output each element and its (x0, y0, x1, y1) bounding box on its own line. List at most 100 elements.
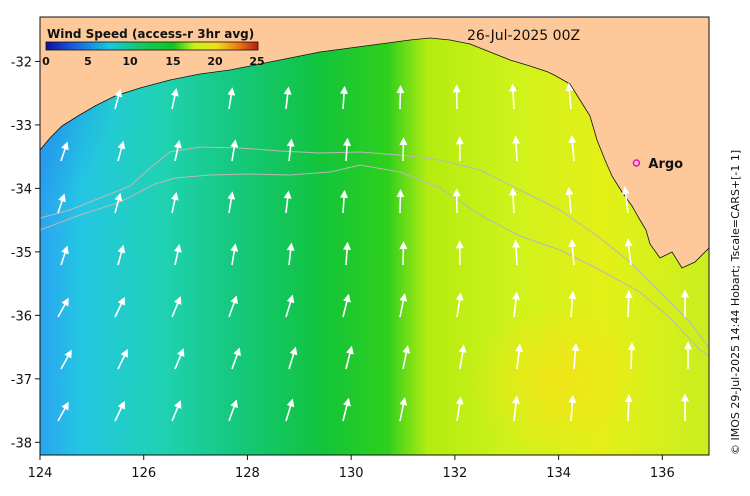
wind-vector-arrow (283, 86, 292, 110)
wind-vector-arrow (114, 400, 125, 422)
wind-vector-arrow (509, 187, 518, 214)
wind-vector-arrow (458, 344, 467, 370)
wind-vector-arrow (114, 296, 125, 318)
wind-vector-arrow (342, 293, 351, 318)
wind-vector-arrow (568, 290, 577, 318)
wind-vector-arrow (565, 186, 574, 214)
wind-vector-arrow (283, 190, 292, 214)
x-tick-label: 126 (131, 466, 156, 481)
wind-vector-arrow (286, 138, 295, 162)
wind-vector-arrow (57, 297, 69, 318)
wind-vector-arrow (624, 290, 633, 318)
y-axis: -32 -33 -34 -35 -36 -37 -38 (11, 55, 40, 451)
argo-marker-symbol (632, 159, 641, 167)
y-tick-label: -32 (11, 55, 32, 70)
wind-vector-arrow (286, 242, 295, 266)
wind-vector-arrow (345, 345, 354, 370)
colorbar-title: Wind Speed (access-r 3hr avg) (47, 27, 254, 41)
wind-vector-arrow (230, 243, 239, 266)
wind-vector-arrow (343, 137, 352, 162)
colorbar: Wind Speed (access-r 3hr avg) 0 5 10 15 … (42, 27, 264, 68)
x-tick-label: 130 (339, 466, 364, 481)
colorbar-tick-15: 15 (165, 55, 180, 68)
wind-vector-arrow (340, 189, 349, 214)
wind-vector-arrow (571, 342, 580, 370)
x-tick-label: 136 (650, 466, 675, 481)
wind-vector-arrow (285, 398, 295, 422)
wind-vector-arrow (396, 85, 405, 110)
wind-vectors (57, 82, 692, 422)
timestamp-label: 26-Jul-2025 00Z (467, 28, 580, 44)
wind-vector-arrow (227, 87, 236, 110)
wind-vector-arrow (342, 397, 351, 422)
wind-vector-arrow (117, 348, 128, 370)
high-speed-patch (470, 300, 650, 455)
wind-vector-arrow (455, 396, 464, 422)
x-tick-label: 134 (546, 466, 571, 481)
wind-vector-arrow (512, 395, 520, 422)
x-axis: 124 126 128 130 132 134 136 (28, 455, 675, 481)
wind-vector-arrow (173, 139, 182, 162)
wind-vector-arrow (170, 191, 179, 214)
wind-vector-arrow (455, 292, 464, 318)
wind-vector-arrow (402, 345, 411, 370)
wind-vector-arrow (621, 186, 630, 214)
colorbar-gradient (45, 41, 259, 51)
wind-vector-arrow (568, 134, 577, 162)
y-tick-label: -33 (11, 119, 32, 134)
wind-vector-arrow (230, 139, 239, 162)
credit-text: © IMOS 29-Jul-2025 14:44 Hobart; Tscale=… (729, 150, 742, 455)
wind-vector-arrow (174, 348, 185, 370)
wind-vector-arrow (60, 349, 72, 370)
y-tick-label: -38 (11, 436, 32, 451)
wind-vector-arrow (624, 394, 633, 422)
wind-vector-arrow (624, 238, 633, 266)
y-tick-label: -36 (11, 309, 32, 324)
wind-vector-arrow (171, 296, 182, 318)
wind-vector-arrow (512, 291, 520, 318)
colorbar-tick-0: 0 (42, 55, 50, 68)
wind-vector-arrow (565, 82, 574, 110)
wind-vector-arrow (114, 88, 123, 110)
wind-vector-arrow (399, 397, 408, 422)
wind-vector-arrow (60, 245, 69, 266)
bathymetry-contours (40, 146, 709, 357)
wind-vector-arrow (512, 239, 521, 266)
wind-vector-arrow (285, 294, 295, 318)
wind-vector-arrow (227, 191, 236, 214)
plot-frame (39, 16, 710, 456)
wind-vector-arrow (171, 400, 182, 422)
wind-vector-arrow (60, 141, 69, 162)
wind-vector-arrow (627, 342, 636, 370)
y-tick-label: -37 (11, 373, 32, 388)
wind-vector-arrow (228, 399, 238, 422)
wind-vector-arrow (228, 295, 238, 318)
y-tick-label: -34 (11, 182, 32, 197)
wind-vector-arrow (117, 244, 126, 266)
wind-vector-arrow (288, 346, 298, 370)
argo-label: Argo (648, 157, 683, 172)
x-tick-label: 128 (235, 466, 260, 481)
wind-vector-arrow (57, 401, 69, 422)
wind-vector-arrow (343, 241, 352, 266)
wind-vector-arrow (231, 347, 241, 370)
y-tick-label: -35 (11, 246, 32, 261)
wind-vector-arrow (399, 241, 408, 266)
wind-vector-arrow (396, 189, 405, 214)
wind-vector-arrow (117, 140, 126, 162)
colorbar-tick-25: 25 (249, 55, 264, 68)
wind-vector-arrow (512, 135, 521, 162)
x-tick-label: 124 (28, 466, 53, 481)
x-tick-label: 132 (442, 466, 467, 481)
wind-vector-arrow (170, 87, 179, 110)
wind-vector-arrow (399, 293, 408, 318)
wind-vector-arrow (568, 238, 577, 266)
colorbar-tick-10: 10 (122, 55, 138, 68)
wind-vector-arrow (340, 85, 349, 110)
argo-marker: Argo (632, 157, 683, 172)
wind-vector-arrow (399, 137, 408, 162)
plot-area: Argo 26-Jul-2025 00Z Wind Speed (access-… (40, 17, 709, 455)
wind-vector-arrow (173, 243, 182, 266)
colorbar-tick-20: 20 (207, 55, 223, 68)
